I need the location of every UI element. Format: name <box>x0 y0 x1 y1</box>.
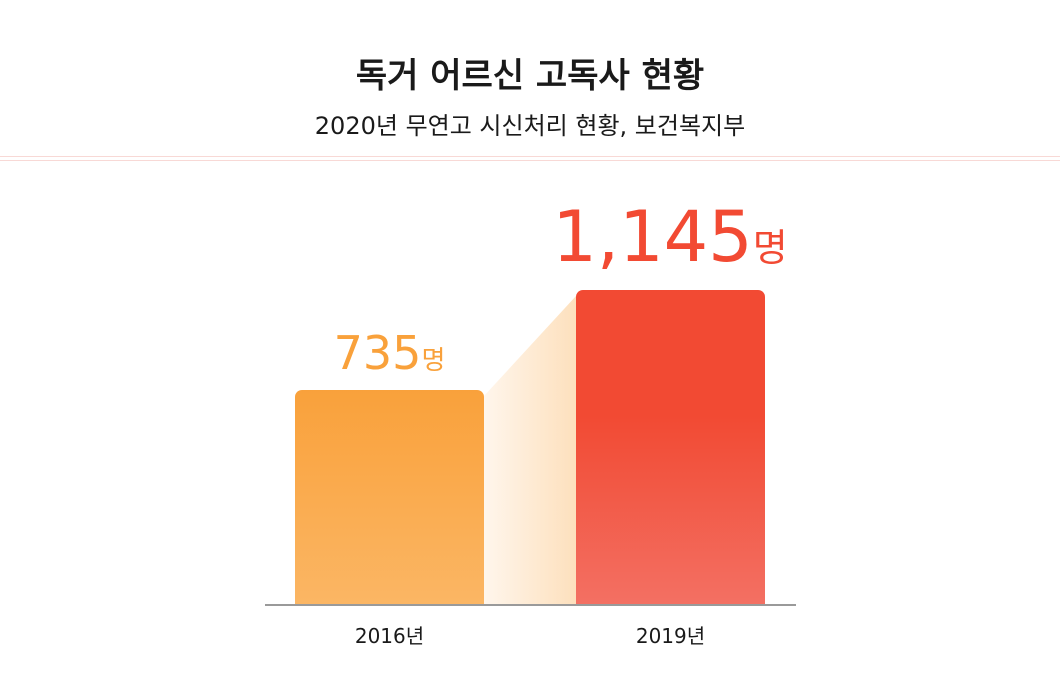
divider-line <box>0 156 1060 157</box>
chart-title: 독거 어르신 고독사 현황 <box>355 56 705 96</box>
chart-subtitle: 2020년 무연고 시신처리 현황, 보건복지부 <box>314 112 746 140</box>
value-unit: 명 <box>752 226 788 270</box>
value-number: 735 <box>333 326 422 380</box>
value-number: 1,145 <box>552 196 753 278</box>
x-tick-label-2019: 2019년 <box>635 624 706 648</box>
bar-2019 <box>576 290 765 605</box>
value-label-2019: 1,145명 <box>520 196 820 278</box>
growth-connector <box>484 296 576 605</box>
x-axis-baseline <box>265 604 796 606</box>
bar-2016 <box>295 390 484 605</box>
value-unit: 명 <box>421 346 446 376</box>
x-tick-label-2016: 2016년 <box>354 624 425 648</box>
value-label-2016: 735명 <box>295 326 484 380</box>
divider-line <box>0 160 1060 161</box>
